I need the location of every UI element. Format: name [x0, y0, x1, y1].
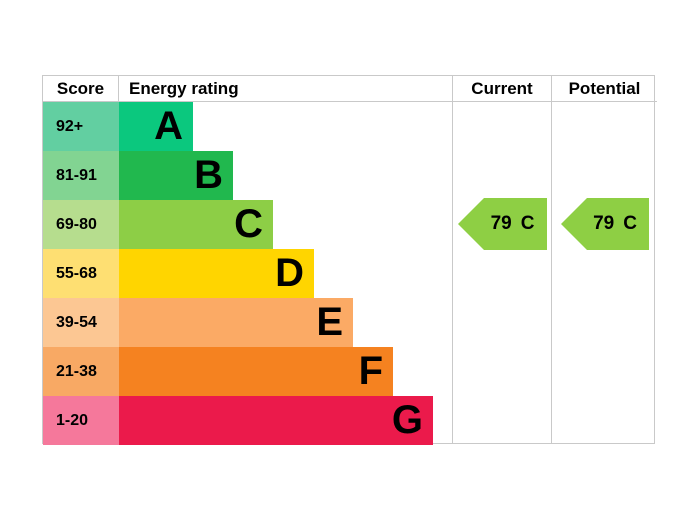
band-row-e: 39-54 E — [43, 298, 452, 347]
band-bar-a: A — [119, 102, 193, 151]
band-row-f: 21-38 F — [43, 347, 452, 396]
current-rating-band: C — [520, 213, 535, 234]
energy-rating-chart: Score Energy rating 92+ A 81-91 B 69-80 … — [42, 75, 657, 445]
band-bar-e: E — [119, 298, 353, 347]
score-column-header: Score — [43, 76, 119, 102]
band-bar-b: B — [119, 151, 233, 200]
bands-column: Score Energy rating 92+ A 81-91 B 69-80 … — [43, 76, 452, 445]
table-header: Score Energy rating — [43, 76, 452, 102]
band-row-b: 81-91 B — [43, 151, 452, 200]
potential-rating-arrow: 79 C — [561, 198, 649, 250]
current-rating-arrow: 79 C — [458, 198, 547, 250]
score-range-b: 81-91 — [43, 151, 119, 200]
potential-column: Potential 79 C — [551, 76, 657, 443]
score-range-e: 39-54 — [43, 298, 119, 347]
band-bar-f: F — [119, 347, 393, 396]
band-row-a: 92+ A — [43, 102, 452, 151]
potential-rating-value: 79 — [593, 213, 615, 234]
score-range-d: 55-68 — [43, 249, 119, 298]
current-column-header: Current — [453, 76, 551, 102]
band-bar-g: G — [119, 396, 433, 445]
potential-column-header: Potential — [552, 76, 657, 102]
potential-rating-band: C — [623, 213, 637, 234]
current-column: Current 79 C — [452, 76, 551, 443]
score-range-g: 1-20 — [43, 396, 119, 445]
band-row-c: 69-80 C — [43, 200, 452, 249]
energy-rating-column-header: Energy rating — [119, 76, 452, 102]
score-range-a: 92+ — [43, 102, 119, 151]
band-row-d: 55-68 D — [43, 249, 452, 298]
band-bar-d: D — [119, 249, 314, 298]
current-rating-value: 79 — [490, 213, 512, 234]
score-range-f: 21-38 — [43, 347, 119, 396]
band-bar-c: C — [119, 200, 273, 249]
band-row-g: 1-20 G — [43, 396, 452, 445]
score-range-c: 69-80 — [43, 200, 119, 249]
